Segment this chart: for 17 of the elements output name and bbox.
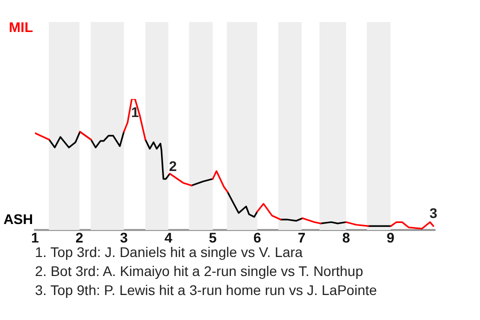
text: 2. Bot 3rd: A. Kimaiyo hit a 2-run single vs T. Northup bbox=[35, 262, 364, 281]
annotation: 2 bbox=[168, 158, 177, 174]
x-tick-label: 8 bbox=[342, 229, 350, 246]
x-tick-label: 2 bbox=[76, 229, 84, 246]
text: 3. Top 9th: P. Lewis hit a 3-run home run vs J. LaPointe bbox=[35, 281, 377, 300]
text: 1. Top 3rd: J. Daniels hit a single vs V. Lara bbox=[35, 244, 303, 260]
x-tick-label: 6 bbox=[253, 229, 262, 246]
x-tick-label: 5 bbox=[208, 229, 217, 246]
text: ASH bbox=[3, 210, 33, 227]
text: MIL bbox=[8, 18, 34, 35]
annotation: 1 bbox=[131, 104, 140, 120]
x-tick-label: 4 bbox=[164, 229, 172, 246]
x-tick-label: 7 bbox=[298, 229, 306, 246]
x-tick-label: 1 bbox=[31, 229, 40, 246]
annotation: 3 bbox=[429, 204, 438, 221]
x-tick-label: 3 bbox=[120, 229, 128, 246]
x-tick-label: 9 bbox=[386, 229, 395, 246]
